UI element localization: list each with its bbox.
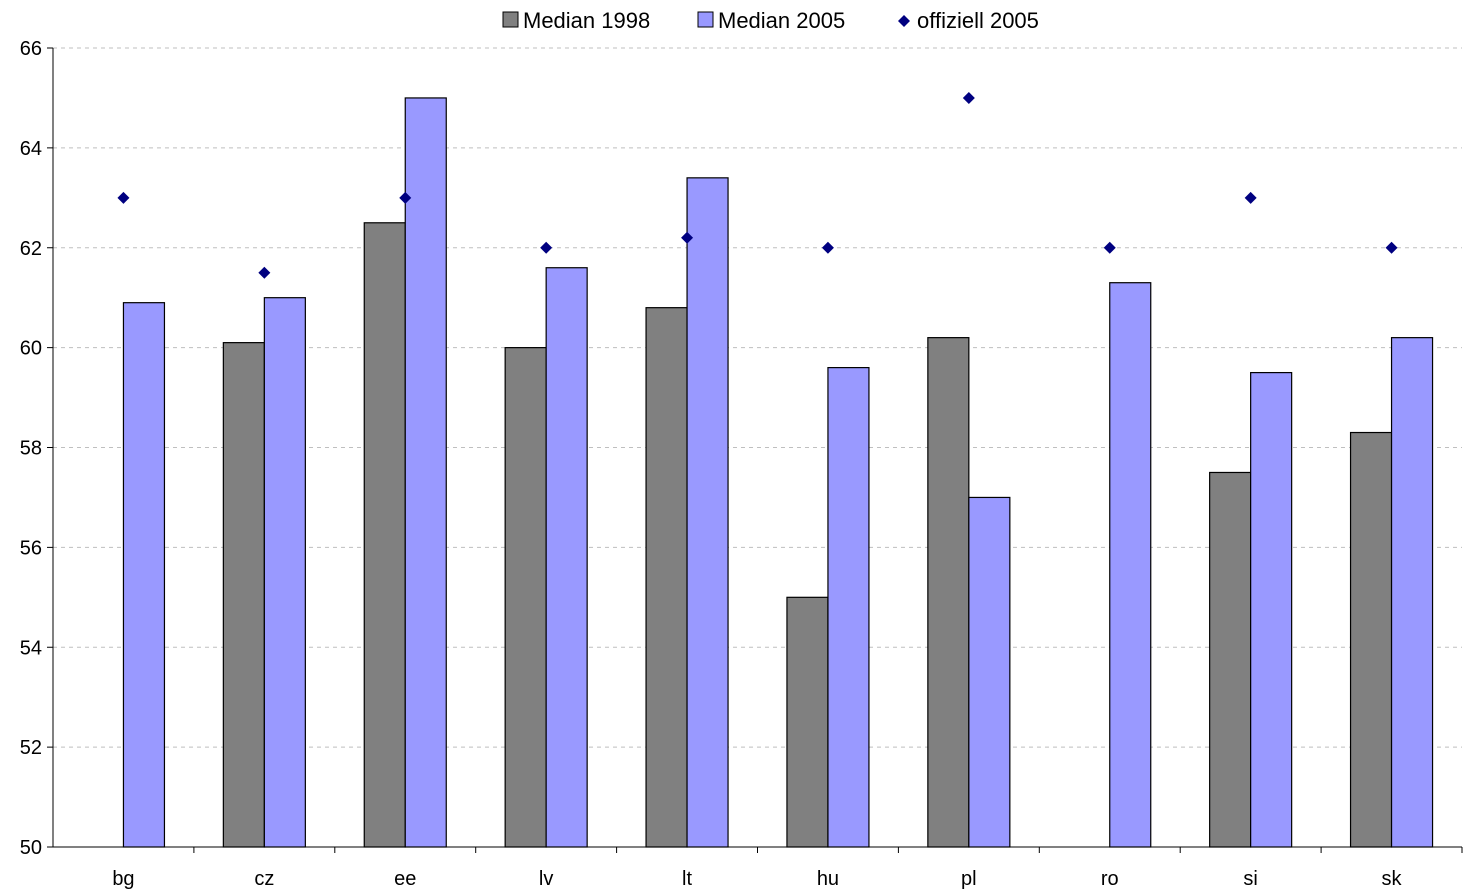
x-tick-label: bg <box>112 868 134 890</box>
bar-median-1998-lv <box>504 347 547 848</box>
x-tick-label: ee <box>394 868 416 890</box>
legend-item: offiziell 2005 <box>898 8 1039 33</box>
bar-median-2005-lt <box>686 177 729 848</box>
legend-marker <box>898 15 910 27</box>
bar-median-1998-lt <box>645 307 688 848</box>
x-tick-label: si <box>1243 868 1257 890</box>
bar-median-1998-pl <box>927 337 970 848</box>
marker-offiziell-2005-lt <box>681 231 694 244</box>
y-tick-label: 62 <box>20 238 42 260</box>
x-tick-label: lv <box>539 868 553 890</box>
bar-median-2005-ee <box>404 97 447 848</box>
y-tick-label: 66 <box>20 38 42 60</box>
marker-offiziell-2005-lv <box>540 241 553 254</box>
legend-item: Median 1998 <box>502 8 650 33</box>
bar-median-1998-hu <box>786 596 829 848</box>
y-tick-label: 50 <box>20 837 42 859</box>
y-tick-label: 56 <box>20 537 42 559</box>
legend-swatch <box>502 11 519 28</box>
bar-median-2005-pl <box>968 496 1011 848</box>
marker-offiziell-2005-sk <box>1385 241 1398 254</box>
marker-offiziell-2005-ee <box>399 191 412 204</box>
x-tick-label: hu <box>817 868 839 890</box>
bar-median-2005-sk <box>1390 337 1434 848</box>
legend-label: offiziell 2005 <box>917 8 1039 33</box>
bar-median-1998-si <box>1209 471 1252 848</box>
bar-median-2005-hu <box>827 367 870 848</box>
marker-offiziell-2005-si <box>1244 191 1257 204</box>
marker-offiziell-2005-bg <box>117 191 130 204</box>
bar-median-2005-cz <box>263 297 306 848</box>
legend-label: Median 2005 <box>718 8 845 33</box>
y-tick-label: 58 <box>20 438 42 460</box>
markers <box>117 91 1398 279</box>
bar-median-2005-ro <box>1109 282 1152 848</box>
marker-offiziell-2005-hu <box>821 241 834 254</box>
bars <box>122 97 1434 848</box>
y-tick-label: 52 <box>20 737 42 759</box>
legend: Median 1998 Median 2005 offiziell 2005 <box>502 8 1039 33</box>
marker-offiziell-2005-cz <box>258 266 271 279</box>
bar-median-2005-si <box>1250 371 1293 848</box>
y-tick-label: 60 <box>20 338 42 360</box>
y-tick-label: 64 <box>20 138 42 160</box>
marker-offiziell-2005-pl <box>962 91 975 104</box>
legend-item: Median 2005 <box>697 8 845 33</box>
x-tick-label: cz <box>254 868 274 890</box>
x-tick-label: ro <box>1101 868 1119 890</box>
x-tick-label: sk <box>1382 868 1403 890</box>
bar-median-1998-sk <box>1349 431 1393 848</box>
bar-median-1998-cz <box>222 342 265 848</box>
bar-median-1998-ee <box>363 222 406 848</box>
x-tick-label: lt <box>682 868 692 890</box>
legend-swatch <box>697 11 714 28</box>
axes: 50 52 54 56 58 60 62 64 66 bg cz ee lv lt hu pl ro si sk <box>20 38 1463 890</box>
x-tick-label: pl <box>961 868 977 890</box>
bar-median-2005-lv <box>545 267 588 848</box>
legend-label: Median 1998 <box>523 8 650 33</box>
y-tick-label: 54 <box>20 637 42 659</box>
bar-median-2005-bg <box>122 302 166 848</box>
marker-offiziell-2005-ro <box>1103 241 1116 254</box>
